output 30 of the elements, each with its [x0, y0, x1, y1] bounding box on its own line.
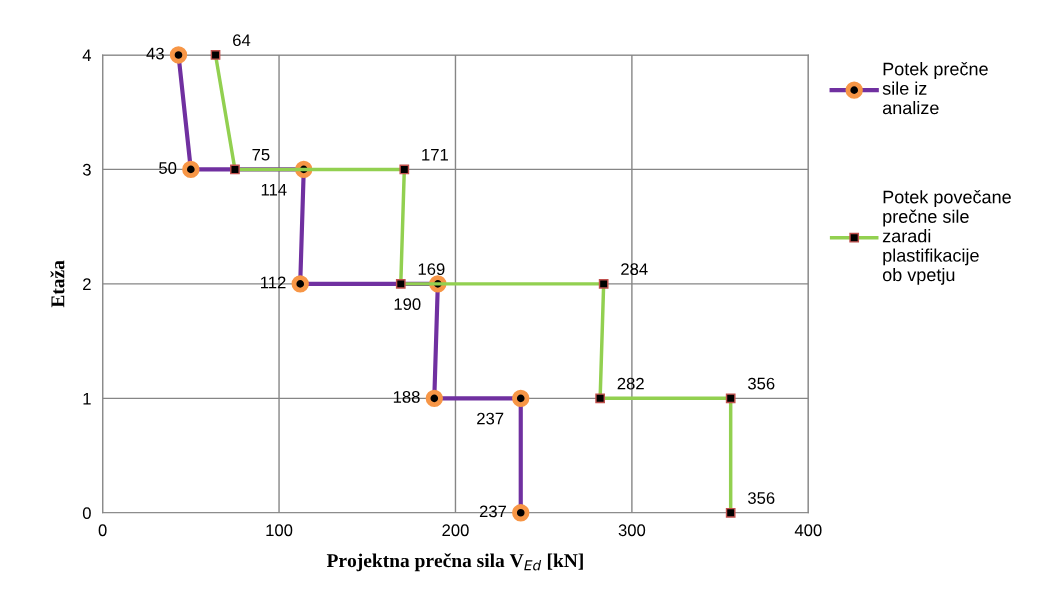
annotation: 356 — [747, 492, 775, 504]
y-tick-label: 2 — [83, 278, 91, 290]
legend-label: Potek prečne sile iz analize — [882, 62, 988, 115]
annotation: 171 — [422, 148, 448, 161]
annotation: 282 — [617, 377, 644, 390]
annotation: 75 — [252, 148, 270, 161]
annotation: 190 — [394, 298, 421, 311]
x-tick-label: 100 — [266, 524, 293, 537]
y-tick-label: 4 — [82, 49, 92, 61]
annotation: 237 — [479, 505, 507, 518]
annotation: 169 — [418, 263, 445, 276]
annotation: 114 — [261, 183, 287, 196]
annotation: 112 — [261, 276, 286, 289]
y-tick-label: 0 — [82, 507, 91, 519]
legend-label: Potek povečane prečne sile zaradi plastifikacije ob vpetju — [882, 190, 1011, 285]
y-tick-label: 3 — [82, 163, 91, 176]
annotation: 50 — [159, 162, 177, 174]
annotation: 64 — [233, 34, 251, 47]
annotation: 284 — [621, 263, 648, 276]
x-tick-label: 0 — [98, 524, 107, 537]
annotation: 43 — [146, 47, 164, 60]
x-tick-label: 400 — [794, 524, 822, 537]
annotation: 188 — [393, 391, 420, 403]
y-axis-title: Etaža — [50, 260, 65, 308]
x-tick-label: 300 — [618, 524, 646, 537]
annotation: 237 — [477, 412, 504, 425]
annotation: 356 — [747, 377, 775, 390]
x-axis-title: Projektna prečna sila V$_{Ed}$ [kN] — [326, 553, 583, 572]
y-tick-label: 1 — [83, 392, 91, 405]
x-tick-label: 200 — [442, 524, 469, 537]
